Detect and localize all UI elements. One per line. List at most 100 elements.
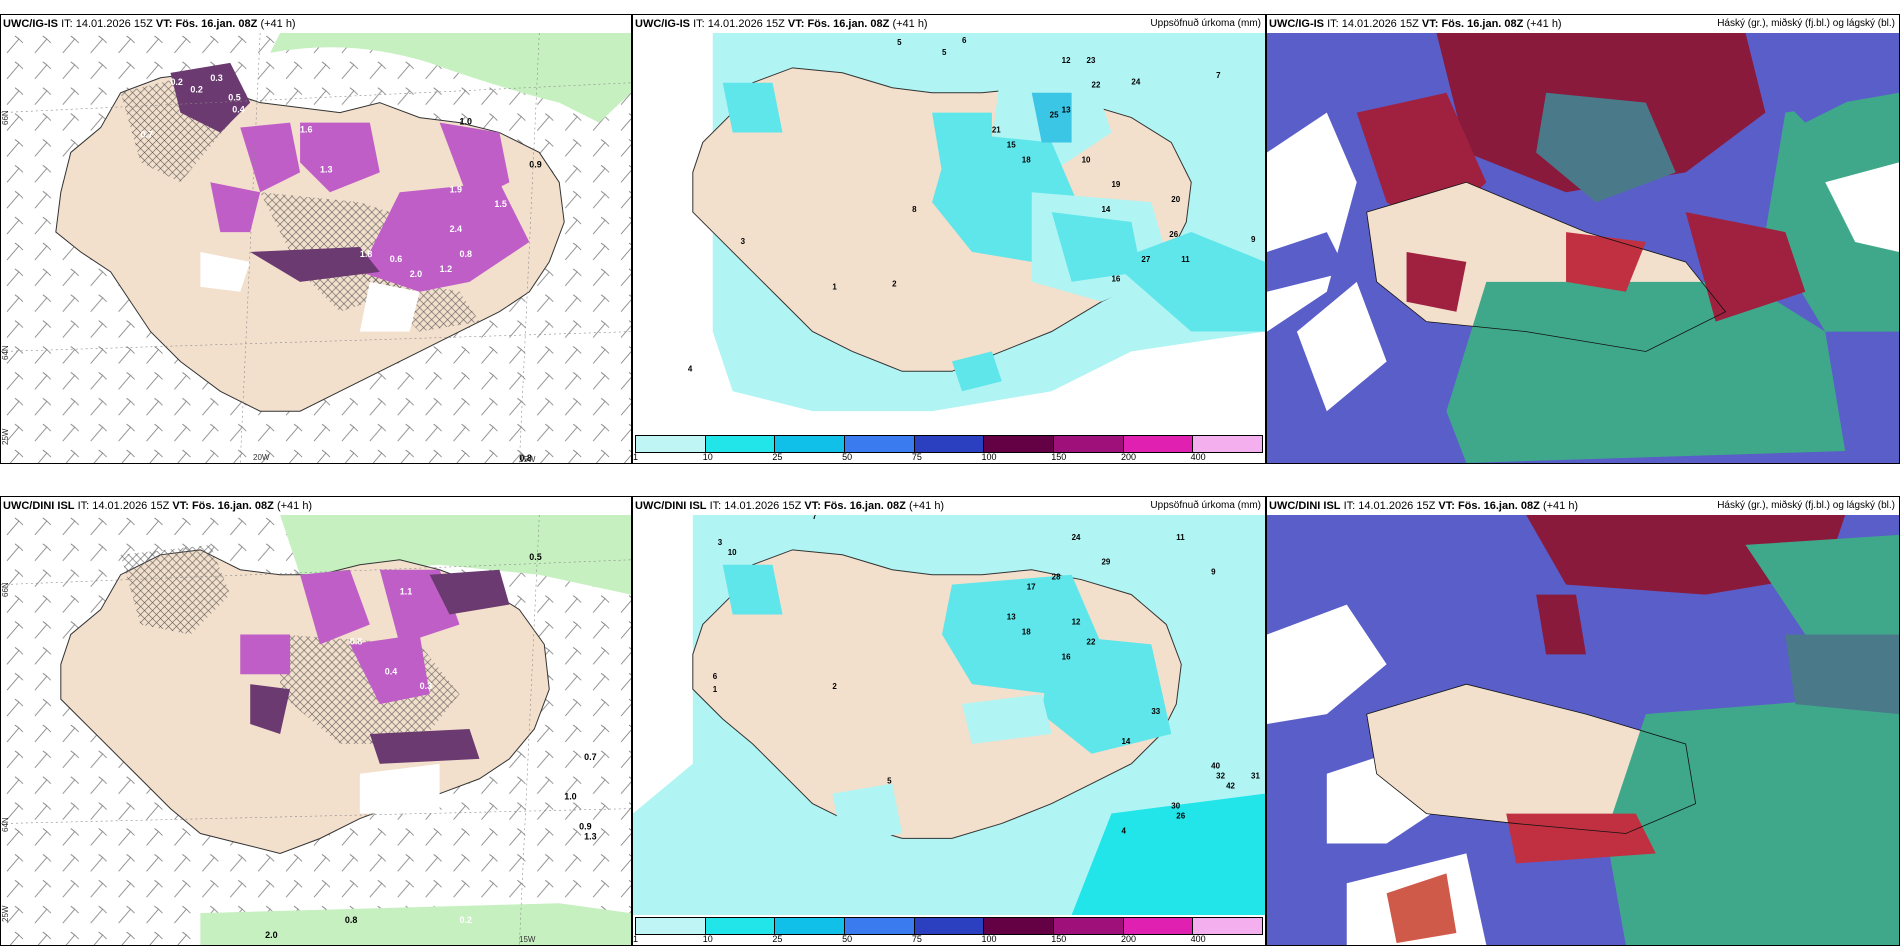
cbar-cell — [1193, 918, 1263, 934]
precip-value: 13 — [1007, 612, 1016, 621]
snow-value: 0.7 — [141, 130, 153, 140]
snow-value: 0.6 — [524, 602, 536, 612]
snow-value: 1.0 — [460, 117, 472, 127]
snow-value: 2.4 — [450, 224, 462, 234]
precip-value: 24 — [1131, 78, 1140, 87]
precip-value: 22 — [1092, 81, 1101, 90]
precip-value: 31 — [1251, 772, 1260, 781]
cbar-label: 100 — [981, 934, 997, 944]
panel-right-title: Uppsöfnuð úrkoma (mm) — [1150, 500, 1261, 511]
lon-label-15: 15W — [519, 935, 536, 944]
snow-value: 0.5 — [529, 552, 541, 562]
panel-header: UWC/IG-IS IT: 14.01.2026 15Z VT: Fös. 16… — [635, 18, 928, 30]
precip-value: 1 — [832, 283, 837, 292]
snow-wind-map[interactable]: 0.5 0.6 0.8 1.1 0.4 0.3 0.7 1.0 0.9 2.0 … — [1, 515, 631, 945]
panel-row2-clouds: UWC/DINI ISL IT: 14.01.2026 15Z VT: Fös.… — [1266, 496, 1900, 946]
snow-value: 0.2 — [170, 77, 182, 87]
snow-value: 1.2 — [440, 264, 452, 274]
precip-value: 2 — [892, 280, 897, 289]
cbar-label: 75 — [911, 934, 922, 944]
cbar-cell — [1054, 918, 1124, 934]
cbar-cell — [705, 918, 776, 934]
precip-value: 9 — [1251, 235, 1256, 244]
lat-label-64: 64N — [1, 817, 10, 832]
snow-value: 1.6 — [300, 125, 312, 135]
panel-header: UWC/IG-IS IT: 14.01.2026 15Z VT: Fös. 16… — [1269, 18, 1562, 30]
precip-value: 16 — [1062, 652, 1071, 661]
panel-header: UWC/DINI ISL IT: 14.01.2026 15Z VT: Fös.… — [635, 500, 945, 512]
cbar-label: 200 — [1120, 934, 1136, 944]
snow-value: 1.5 — [494, 199, 506, 209]
precip-value: 4 — [1121, 826, 1126, 835]
precip-value: 5 — [897, 38, 902, 47]
colorbar-cells — [635, 917, 1263, 935]
snow-value: 0.5 — [228, 93, 240, 103]
colorbar-labels: 1 10 25 50 75 100 150 200 400 — [633, 452, 1263, 463]
lon-label-15: 15W — [519, 455, 536, 464]
cbar-cell — [984, 436, 1055, 452]
precip-value: 14 — [1121, 737, 1130, 746]
cbar-label: 10 — [702, 452, 713, 462]
precip-value: 7 — [812, 515, 817, 521]
precip-value: 42 — [1226, 782, 1235, 791]
precip-value: 30 — [1171, 802, 1180, 811]
snow-value: 0.4 — [385, 666, 397, 676]
precip-value: 10 — [728, 548, 737, 557]
precip-value: 18 — [1022, 627, 1031, 636]
precip-value: 6 — [962, 36, 967, 45]
colorbar-labels: 1 10 25 50 75 100 150 200 400 — [633, 934, 1263, 945]
precip-value: 22 — [1087, 637, 1096, 646]
precip-map[interactable]: 7 3 10 24 11 29 32 14 17 12 18 28 22 9 1… — [633, 515, 1265, 915]
cbar-label: 50 — [842, 452, 853, 462]
precip-value: 18 — [1022, 155, 1031, 164]
snow-wind-map[interactable]: 0.2 0.2 0.3 0.5 0.4 0.7 1.6 1.0 1.9 1.3 … — [1, 33, 631, 463]
precip-value: 17 — [1027, 583, 1036, 592]
precip-value: 10 — [1082, 155, 1091, 164]
precip-colorbar: 1 10 25 50 75 100 150 200 400 — [633, 915, 1265, 945]
precip-value: 28 — [1052, 573, 1061, 582]
cbar-label: 100 — [981, 452, 997, 462]
precip-value: 40 — [1211, 762, 1220, 771]
cbar-label: 150 — [1051, 452, 1067, 462]
snow-value: 1.8 — [360, 249, 372, 259]
cbar-label: 10 — [702, 934, 713, 944]
cbar-cell — [845, 918, 915, 934]
cloud-map[interactable] — [1267, 33, 1899, 463]
snow-value: 1.9 — [450, 184, 462, 194]
cbar-label: 400 — [1190, 452, 1206, 462]
panel-header: UWC/DINI ISL IT: 14.01.2026 15Z VT: Fös.… — [3, 500, 313, 512]
cbar-label: 1 — [633, 934, 639, 944]
precip-value: 6 — [713, 672, 718, 681]
lat-label-64: 64N — [1, 345, 10, 360]
precip-value: 26 — [1176, 811, 1185, 820]
precip-value: 2 — [832, 682, 837, 691]
snow-value: 0.9 — [579, 822, 591, 832]
precip-value: 27 — [1141, 255, 1150, 264]
snow-value: 1.3 — [320, 164, 332, 174]
snow-value: 1.1 — [400, 587, 412, 597]
snow-value: 2.0 — [265, 930, 277, 940]
precip-map[interactable]: 5 5 6 12 23 7 22 13 24 21 18 8 15 25 10 … — [633, 33, 1265, 433]
snow-value: 2.0 — [410, 269, 422, 279]
precip-colorbar: 1 10 25 50 75 100 150 200 400 — [633, 433, 1265, 463]
cbar-label: 150 — [1051, 934, 1067, 944]
precip-value: 11 — [1181, 255, 1190, 264]
precip-value: 3 — [718, 538, 723, 547]
cbar-label: 25 — [772, 452, 783, 462]
cbar-cell — [775, 436, 846, 452]
precip-value: 19 — [1111, 180, 1120, 189]
precip-value: 13 — [1062, 106, 1071, 115]
cloud-map[interactable] — [1267, 515, 1899, 945]
colorbar-cells — [635, 435, 1263, 453]
cbar-cell — [1123, 918, 1194, 934]
precip-value: 8 — [912, 205, 917, 214]
lon-label-25: 25W — [1, 905, 10, 922]
precip-value: 25 — [1050, 111, 1059, 120]
snow-value: 1.3 — [584, 831, 596, 841]
cbar-cell — [705, 436, 776, 452]
snow-value: 0.8 — [350, 636, 362, 646]
panel-right-title: Háský (gr.), miðský (fj.bl.) og lágský (… — [1717, 18, 1895, 29]
precip-value: 16 — [1111, 275, 1120, 284]
cbar-label: 50 — [842, 934, 853, 944]
snow-value: 0.7 — [584, 752, 596, 762]
